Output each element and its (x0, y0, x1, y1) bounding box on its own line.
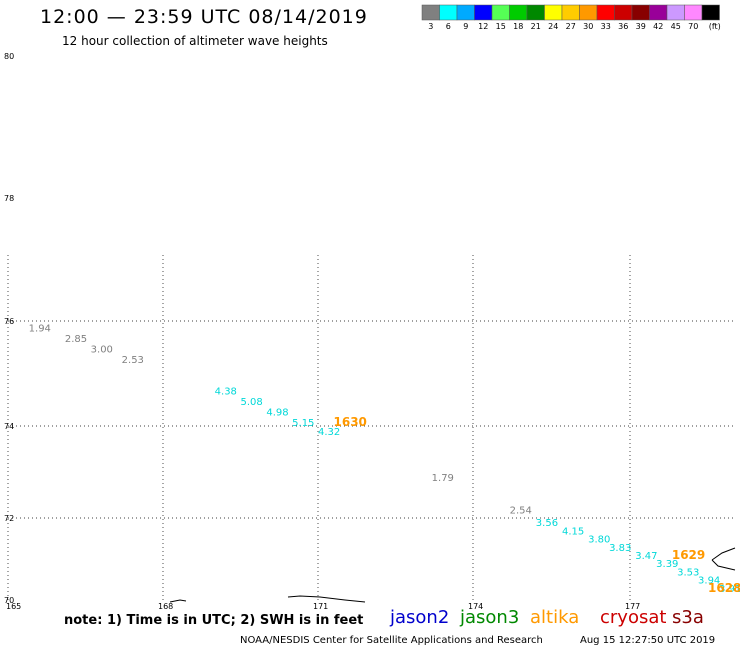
scale-label: 42 (653, 22, 663, 31)
scale-label: 3 (428, 22, 433, 31)
legend-jason2: jason2 (390, 607, 450, 628)
scale-label: 36 (618, 22, 628, 31)
swh-value: 2.53 (122, 355, 144, 366)
pass-time-label: 1630 (334, 415, 367, 429)
x-tick-label: 168 (158, 602, 173, 611)
scale-swatch (491, 4, 510, 21)
scale-swatch (439, 4, 458, 21)
pass-time-label: 1629 (672, 548, 705, 562)
scale-swatch (614, 4, 633, 21)
scale-label: 30 (583, 22, 593, 31)
scale-swatch (631, 4, 650, 21)
swh-value: 2.54 (510, 505, 532, 516)
scale-label: 33 (601, 22, 611, 31)
scale-label: 39 (636, 22, 646, 31)
scale-swatch (684, 4, 703, 21)
coastline (169, 599, 187, 603)
y-tick-label: 80 (4, 52, 14, 61)
swh-value: 4.15 (562, 526, 584, 537)
scale-label: (ft) (709, 22, 721, 31)
chart-title: 12:00 — 23:59 UTC 08/14/2019 (40, 6, 368, 28)
scale-label: 9 (463, 22, 468, 31)
coastline (287, 595, 366, 603)
swh-value: 1.94 (29, 324, 51, 335)
scale-swatch (509, 4, 528, 21)
swh-value: 3.80 (588, 535, 610, 546)
swh-value: 1.79 (432, 473, 454, 484)
scale-label: 70 (688, 22, 698, 31)
swh-value: 3.00 (91, 345, 113, 356)
footer-credit: NOAA/NESDIS Center for Satellite Applica… (240, 635, 543, 646)
scale-label: 15 (496, 22, 506, 31)
scale-swatch (474, 4, 493, 21)
scale-swatch (666, 4, 685, 21)
swh-value: 3.56 (536, 518, 558, 529)
scale-label: 18 (513, 22, 523, 31)
scale-swatch (649, 4, 668, 21)
swh-value: 3.53 (677, 567, 699, 578)
x-tick-label: 171 (313, 602, 328, 611)
scale-label: 24 (548, 22, 558, 31)
swh-value: 4.38 (215, 387, 237, 398)
y-tick-label: 74 (4, 422, 14, 431)
legend-altika: altika (530, 607, 580, 628)
y-tick-label: 76 (4, 317, 14, 326)
scale-label: 45 (671, 22, 681, 31)
scale-label: 21 (531, 22, 541, 31)
scale-label: 6 (446, 22, 451, 31)
scale-swatch (526, 4, 545, 21)
scale-swatch (561, 4, 580, 21)
swh-value: 3.47 (635, 551, 657, 562)
units-note: note: 1) Time is in UTC; 2) SWH is in fe… (64, 613, 364, 628)
swh-value: 5.08 (241, 397, 263, 408)
legend-cryosat: cryosat (600, 607, 667, 628)
x-tick-label: 165 (6, 602, 21, 611)
swh-value: 4.98 (266, 408, 288, 419)
swh-value: 4.32 (318, 427, 340, 438)
swh-value: 3.83 (609, 543, 631, 554)
scale-swatch (701, 4, 720, 21)
x-tick-label: 174 (468, 602, 483, 611)
swh-value: 2.85 (65, 334, 87, 345)
swh-value: 3.39 (656, 559, 678, 570)
scale-swatch (544, 4, 563, 21)
chart-subtitle: 12 hour collection of altimeter wave hei… (62, 34, 328, 48)
scale-label: 27 (566, 22, 576, 31)
pass-time-label: 1628 (708, 581, 740, 595)
legend-jason3: jason3 (460, 607, 520, 628)
scale-swatch (456, 4, 475, 21)
coastline (711, 547, 736, 571)
legend-s3a: s3a (672, 607, 704, 628)
footer-timestamp: Aug 15 12:27:50 UTC 2019 (580, 635, 716, 646)
y-tick-label: 70 (4, 596, 14, 605)
swh-value: 3.91 (719, 584, 740, 595)
y-tick-label: 78 (4, 194, 14, 203)
x-tick-label: 177 (625, 602, 640, 611)
swh-value: 3.94 (698, 576, 720, 587)
scale-swatch (579, 4, 598, 21)
swh-value: 5.15 (292, 418, 314, 429)
scale-swatch (596, 4, 615, 21)
scale-label: 12 (478, 22, 488, 31)
y-tick-label: 72 (4, 514, 14, 523)
scale-swatch (421, 4, 440, 21)
